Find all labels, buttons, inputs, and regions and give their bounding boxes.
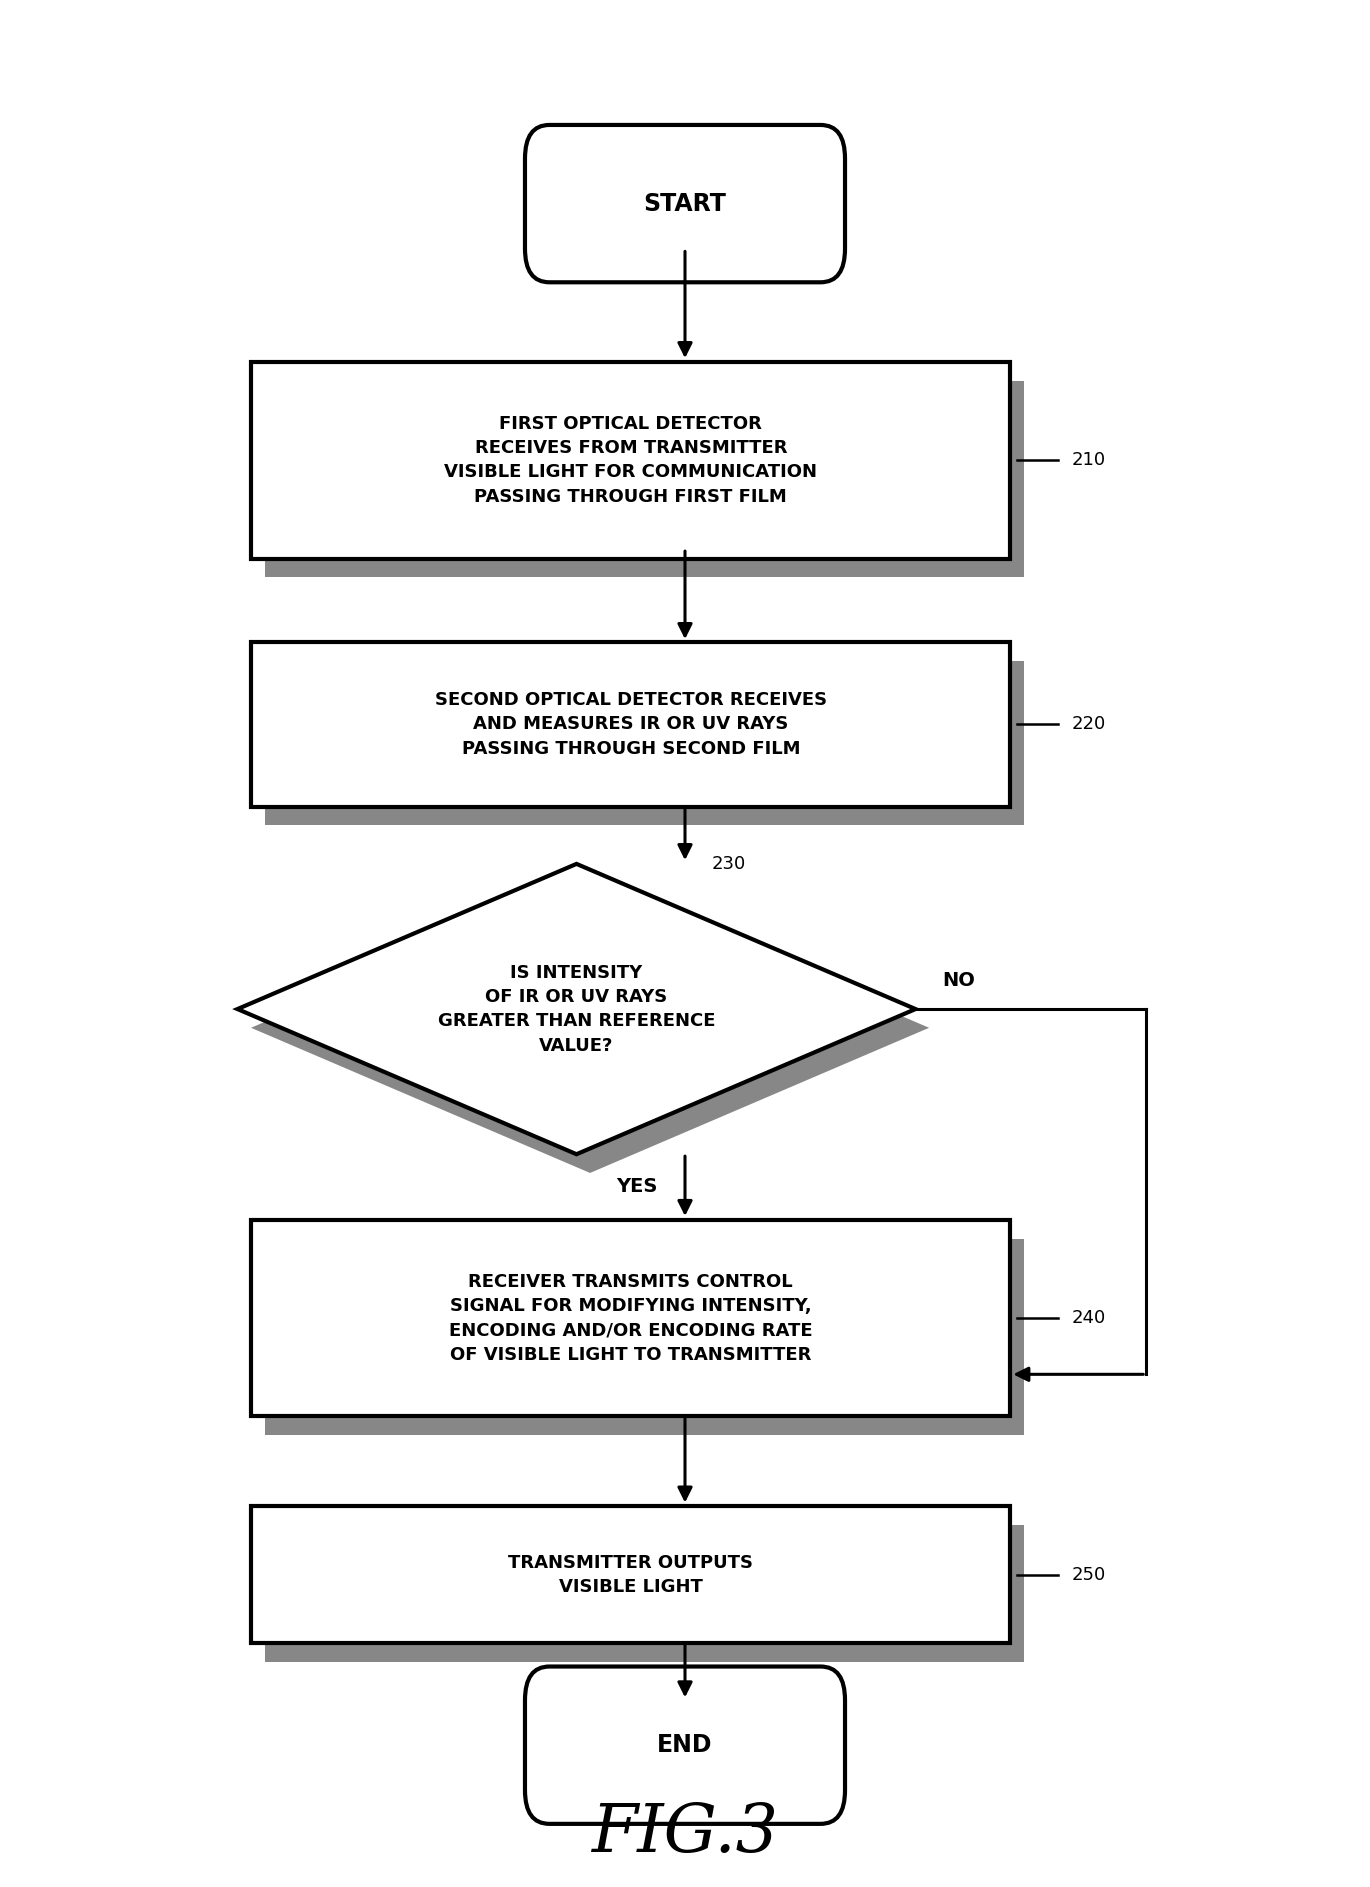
Text: YES: YES: [616, 1177, 658, 1196]
Text: 220: 220: [1071, 715, 1106, 734]
Text: FIRST OPTICAL DETECTOR
RECEIVES FROM TRANSMITTER
VISIBLE LIGHT FOR COMMUNICATION: FIRST OPTICAL DETECTOR RECEIVES FROM TRA…: [444, 415, 818, 506]
Polygon shape: [251, 883, 929, 1174]
Text: SECOND OPTICAL DETECTOR RECEIVES
AND MEASURES IR OR UV RAYS
PASSING THROUGH SECO: SECOND OPTICAL DETECTOR RECEIVES AND MEA…: [434, 691, 827, 759]
Text: END: END: [658, 1732, 712, 1757]
Bar: [251, 1219, 1011, 1417]
FancyBboxPatch shape: [525, 1666, 845, 1825]
Text: 210: 210: [1071, 451, 1106, 470]
Text: IS INTENSITY
OF IR OR UV RAYS
GREATER THAN REFERENCE
VALUE?: IS INTENSITY OF IR OR UV RAYS GREATER TH…: [438, 964, 715, 1055]
Polygon shape: [237, 864, 915, 1155]
Bar: [251, 1506, 1011, 1644]
Bar: [264, 1525, 1023, 1662]
Bar: [251, 362, 1011, 559]
Text: 230: 230: [712, 855, 747, 874]
Bar: [264, 660, 1023, 825]
Text: 240: 240: [1071, 1310, 1106, 1327]
Bar: [251, 642, 1011, 808]
Text: TRANSMITTER OUTPUTS
VISIBLE LIGHT: TRANSMITTER OUTPUTS VISIBLE LIGHT: [508, 1553, 754, 1596]
Text: START: START: [644, 192, 726, 215]
Text: 250: 250: [1071, 1566, 1106, 1583]
Text: NO: NO: [943, 972, 975, 991]
FancyBboxPatch shape: [525, 125, 845, 283]
Bar: [264, 381, 1023, 577]
Bar: [264, 1238, 1023, 1436]
Text: RECEIVER TRANSMITS CONTROL
SIGNAL FOR MODIFYING INTENSITY,
ENCODING AND/OR ENCOD: RECEIVER TRANSMITS CONTROL SIGNAL FOR MO…: [449, 1272, 812, 1364]
Text: FIG.3: FIG.3: [592, 1800, 778, 1866]
